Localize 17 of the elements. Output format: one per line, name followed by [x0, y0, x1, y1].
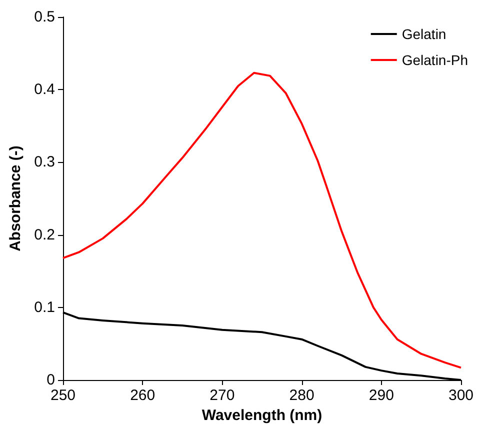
x-axis-title: Wavelength (nm) — [202, 407, 322, 424]
y-tick-label: 0.3 — [34, 154, 55, 171]
y-axis-title: Absorbance (-) — [7, 146, 24, 252]
y-tick-label: 0.4 — [34, 81, 55, 98]
x-tick-label: 250 — [50, 387, 76, 404]
y-tick-label: 0.1 — [34, 298, 55, 316]
line-series — [62, 72, 462, 369]
x-tick-label: 300 — [448, 387, 474, 404]
x-tick-label: 270 — [210, 387, 235, 404]
x-tick-label: 260 — [130, 387, 156, 404]
legend-label: Gelatin — [402, 26, 446, 42]
y-tick-label: 0.2 — [34, 226, 55, 244]
x-tick-label: 290 — [368, 387, 394, 404]
x-tick-label: 280 — [289, 387, 314, 404]
legend-label: Gelatin-Ph — [402, 52, 468, 68]
y-tick-label: 0.5 — [34, 8, 55, 26]
y-tick-label: 0 — [46, 372, 55, 388]
